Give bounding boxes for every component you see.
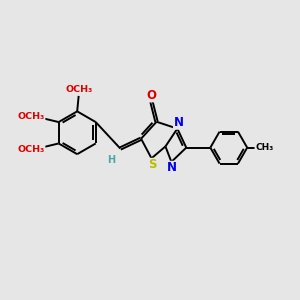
Text: OCH₃: OCH₃ — [66, 85, 93, 94]
Text: CH₃: CH₃ — [255, 143, 273, 152]
Text: O: O — [146, 89, 157, 102]
Text: OCH₃: OCH₃ — [18, 112, 45, 121]
Text: N: N — [167, 161, 177, 174]
Text: OCH₃: OCH₃ — [18, 145, 45, 154]
Text: N: N — [173, 116, 184, 129]
Text: H: H — [107, 155, 115, 165]
Text: S: S — [148, 158, 157, 171]
